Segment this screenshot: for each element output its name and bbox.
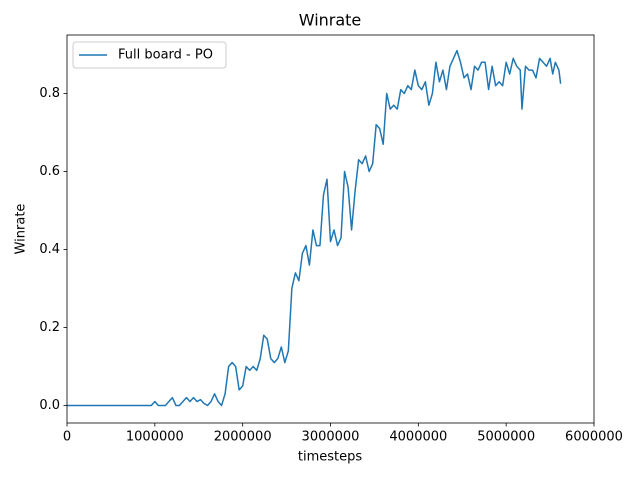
- plot-frame: [66, 34, 595, 424]
- x-axis-label: timesteps: [298, 450, 362, 465]
- x-tick-label: 0: [63, 430, 71, 445]
- y-tick-label: 0.8: [39, 86, 60, 101]
- legend-label: Full board - PO: [118, 48, 213, 63]
- x-tick-label: 3000000: [302, 430, 360, 445]
- y-tick-label: 0.2: [39, 320, 60, 335]
- y-tick-label: 0.6: [39, 164, 60, 179]
- y-tick-label: 0.0: [39, 398, 60, 413]
- x-tick-label: 6000000: [565, 430, 623, 445]
- y-tick-label: 0.4: [39, 242, 60, 257]
- legend-box: [72, 41, 227, 69]
- data-line: [67, 49, 562, 407]
- x-tick-label: 2000000: [214, 430, 272, 445]
- chart-title: Winrate: [299, 11, 362, 30]
- x-tick-label: 5000000: [477, 430, 535, 445]
- x-tick-label: 1000000: [126, 430, 184, 445]
- x-tick-label: 4000000: [389, 430, 447, 445]
- y-axis-label: Winrate: [14, 204, 29, 255]
